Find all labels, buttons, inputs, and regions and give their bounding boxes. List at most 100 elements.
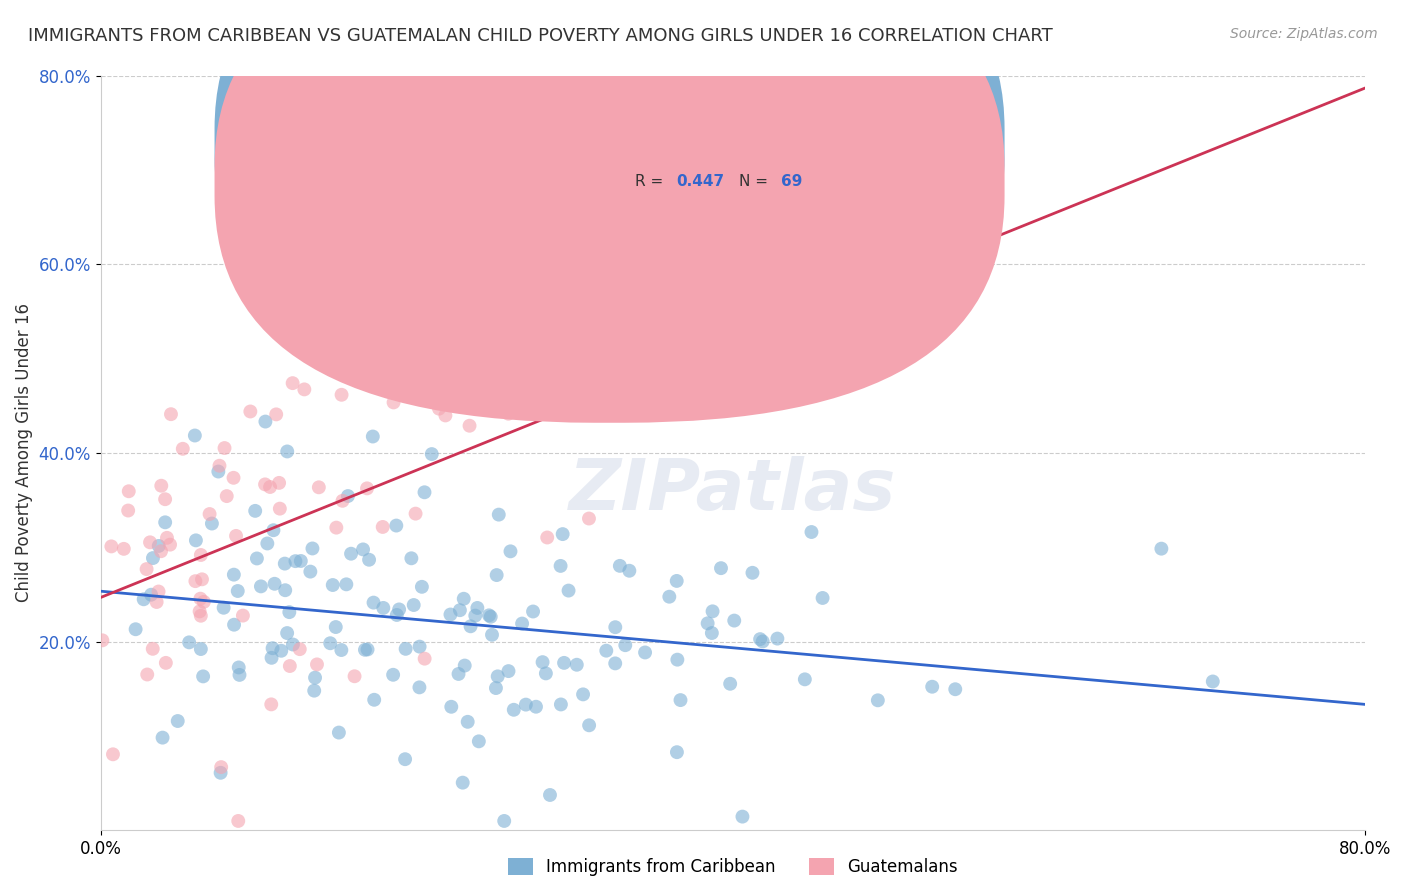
Point	[263, 576, 285, 591]
Point	[356, 642, 378, 657]
Point	[538, 788, 561, 802]
Point	[190, 591, 212, 606]
Point	[179, 635, 201, 649]
Point	[666, 653, 689, 667]
Point	[191, 669, 214, 683]
Point	[222, 617, 245, 632]
Point	[605, 657, 627, 671]
Point	[401, 551, 423, 566]
Point	[572, 687, 595, 701]
Point	[382, 667, 405, 681]
Point	[669, 693, 692, 707]
Point	[943, 682, 966, 697]
Point	[524, 699, 547, 714]
Point	[278, 659, 301, 673]
Point	[394, 752, 416, 766]
Point	[499, 544, 522, 558]
Point	[274, 557, 297, 571]
Point	[394, 641, 416, 656]
Point	[288, 642, 311, 657]
Point	[239, 404, 262, 418]
Point	[226, 814, 249, 828]
Point	[550, 698, 572, 712]
Text: ZIPatlas: ZIPatlas	[569, 456, 897, 525]
Point	[464, 608, 486, 623]
Point	[245, 504, 267, 518]
Point	[665, 745, 688, 759]
Text: R =: R =	[636, 174, 669, 189]
Point	[232, 608, 254, 623]
Point	[447, 667, 470, 681]
Point	[118, 484, 141, 499]
Point	[222, 567, 245, 582]
Point	[515, 698, 537, 712]
Point	[330, 643, 353, 657]
Point	[605, 620, 627, 634]
Point	[142, 551, 165, 566]
Point	[209, 760, 232, 774]
Point	[100, 540, 122, 554]
Point	[254, 477, 277, 491]
Point	[269, 501, 291, 516]
Point	[557, 583, 579, 598]
Point	[343, 669, 366, 683]
Point	[1150, 541, 1173, 556]
Text: N =: N =	[740, 136, 773, 151]
Point	[408, 681, 430, 695]
Point	[439, 607, 461, 622]
Point	[420, 447, 443, 461]
Point	[139, 588, 162, 602]
Point	[225, 529, 247, 543]
Point	[276, 626, 298, 640]
Point	[382, 395, 405, 409]
Point	[522, 605, 544, 619]
Point	[101, 747, 124, 762]
Point	[609, 558, 631, 573]
Point	[209, 765, 232, 780]
Point	[228, 668, 250, 682]
Point	[359, 553, 381, 567]
Point	[148, 539, 170, 553]
Point	[411, 580, 433, 594]
Point	[696, 616, 718, 631]
Point	[434, 409, 457, 423]
Point	[246, 551, 269, 566]
Point	[152, 731, 174, 745]
Point	[551, 527, 574, 541]
Point	[214, 441, 236, 455]
Point	[160, 407, 183, 421]
Point	[565, 657, 588, 672]
Point	[228, 660, 250, 674]
Point	[302, 683, 325, 698]
Point	[212, 600, 235, 615]
Point	[498, 664, 520, 678]
Point	[751, 634, 773, 648]
Point	[453, 591, 475, 606]
Point	[292, 383, 315, 397]
Point	[335, 577, 357, 591]
Point	[262, 523, 284, 537]
Text: 69: 69	[780, 174, 803, 189]
Point	[665, 574, 688, 588]
Point	[502, 703, 524, 717]
Point	[281, 638, 304, 652]
Point	[793, 673, 815, 687]
Point	[371, 520, 394, 534]
Point	[409, 321, 432, 335]
Point	[619, 564, 641, 578]
Point	[363, 596, 385, 610]
Point	[363, 693, 385, 707]
Point	[269, 475, 291, 490]
Point	[405, 507, 427, 521]
Point	[278, 605, 301, 619]
Point	[299, 565, 322, 579]
Point	[190, 642, 212, 657]
Point	[800, 524, 823, 539]
Point	[478, 608, 501, 623]
Point	[319, 636, 342, 650]
Point	[135, 562, 157, 576]
Point	[460, 619, 482, 633]
Point	[260, 698, 283, 712]
Point	[553, 656, 575, 670]
Point	[647, 331, 669, 345]
